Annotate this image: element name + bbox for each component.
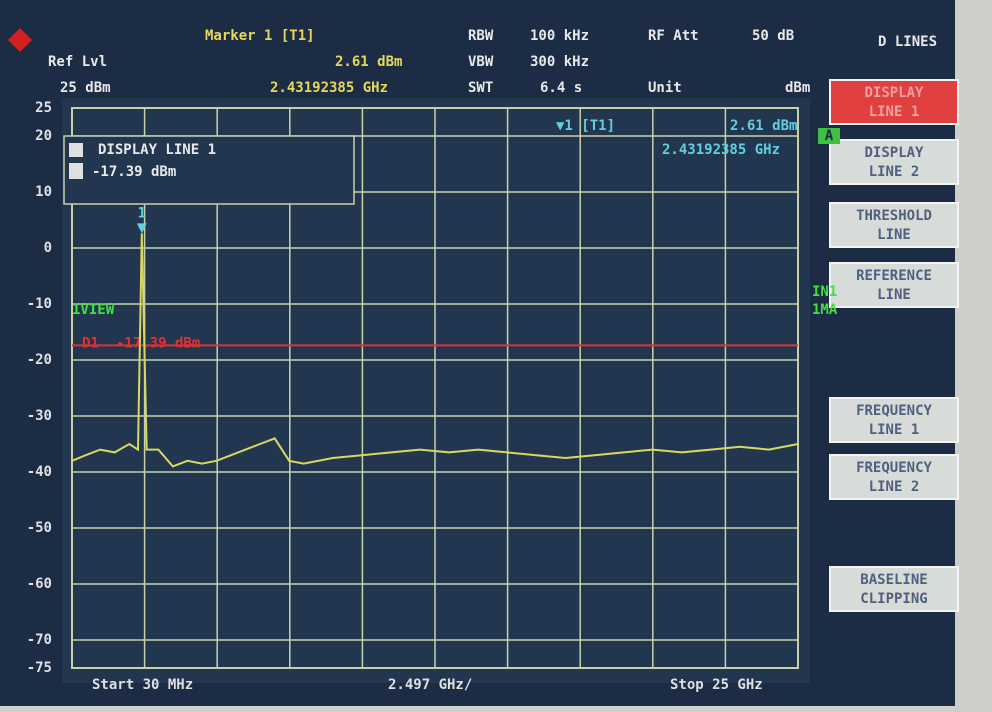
softkey-label[interactable]: LINE 2 (869, 479, 920, 495)
softkey-title: D LINES (878, 34, 937, 50)
vbw: 300 kHz (530, 54, 589, 70)
trace (71, 233, 799, 468)
softkey-face[interactable] (829, 397, 959, 443)
softkey-label[interactable]: BASELINE (860, 572, 927, 588)
marker-label: 1 (138, 205, 146, 221)
marker-readout-freq: 2.43192385 GHz (662, 142, 780, 158)
y-tick-label: 0 (44, 240, 52, 256)
chart: 25 20 10 0 -10 -20 -30 -40 -50 -60 -70 -75 D1 -17.39 … (27, 100, 840, 693)
span-label: 2.497 GHz/ (388, 677, 472, 693)
plot-frame (71, 107, 799, 669)
softkey-label[interactable]: LINE 2 (869, 164, 920, 180)
softkey-label[interactable]: LINE (877, 227, 911, 243)
marker-title: Marker 1 [T1] (205, 28, 315, 44)
y-tick-label: 20 (35, 128, 52, 144)
view-label: 1VIEW (72, 302, 115, 318)
softkey-face[interactable] (829, 454, 959, 500)
softkey-face[interactable] (829, 139, 959, 185)
softkey-face[interactable] (829, 262, 959, 308)
softkey-label[interactable]: LINE 1 (869, 104, 920, 120)
y-tick-label: -30 (27, 408, 52, 424)
softkey-face[interactable] (829, 566, 959, 612)
badge: A (825, 128, 834, 144)
softkey[interactable]: THRESHOLD LINE (829, 202, 959, 248)
y-tick-label: 10 (35, 184, 52, 200)
softkey-label[interactable]: DISPLAY (864, 85, 924, 101)
marker (136, 223, 147, 234)
softkey[interactable]: DISPLAY LINE 1 (829, 79, 959, 125)
softkey[interactable]: FREQUENCY LINE 2 (829, 454, 959, 500)
softkey-label[interactable]: LINE (877, 287, 911, 303)
unit-label: Unit (648, 80, 682, 96)
rbw-label: RBW (468, 28, 494, 44)
badge-bg (818, 128, 840, 144)
softkey-label[interactable]: FREQUENCY (856, 460, 932, 476)
info-box-check (69, 143, 83, 157)
softkey[interactable]: DISPLAY LINE 2 (829, 139, 959, 185)
marker-readout-level: 2.61 dBm (730, 118, 797, 134)
swt-label: SWT (468, 80, 493, 96)
swt: 6.4 s (540, 80, 582, 96)
y-tick-label: -70 (27, 632, 52, 648)
softkey-label[interactable]: THRESHOLD (856, 208, 932, 224)
start-label: Start 30 MHz (92, 677, 193, 693)
y-tick-label: -50 (27, 520, 52, 536)
softkey-face[interactable] (829, 79, 959, 125)
stop-label: Stop 25 GHz (670, 677, 763, 693)
display-line-label: D1 (82, 335, 99, 351)
vbw-label: VBW (468, 54, 494, 70)
marker-freq: 2.43192385 GHz (270, 80, 388, 96)
side-label: IN1 (812, 284, 837, 300)
softkey-label[interactable]: FREQUENCY (856, 403, 932, 419)
y-tick-label: -60 (27, 576, 52, 592)
rf-att-label: RF Att (648, 28, 699, 44)
softkey[interactable]: BASELINE CLIPPING (829, 566, 959, 612)
logo (8, 28, 32, 52)
softkey-label[interactable]: REFERENCE (856, 268, 932, 284)
marker-readout-label: ▼1 [T1] (556, 118, 615, 134)
info-box-title: DISPLAY LINE 1 (98, 142, 216, 158)
softkey[interactable]: FREQUENCY LINE 1 (829, 397, 959, 443)
softkey-label[interactable]: DISPLAY (864, 145, 924, 161)
info-box (63, 135, 355, 205)
softkey-face[interactable] (829, 202, 959, 248)
softkey-label[interactable]: CLIPPING (860, 591, 927, 607)
info-box-spin (69, 163, 83, 179)
side-label: 1MA (812, 302, 838, 318)
y-tick-label: -20 (27, 352, 52, 368)
y-tick-label: -40 (27, 464, 52, 480)
info-box-value: -17.39 dBm (92, 164, 176, 180)
ref-lvl: 25 dBm (60, 80, 111, 96)
softkey[interactable]: REFERENCE LINE (829, 262, 959, 308)
y-tick-label: -75 (27, 660, 52, 676)
rbw: 100 kHz (530, 28, 589, 44)
unit: dBm (785, 80, 810, 96)
display-line-value: -17.39 dBm (116, 335, 200, 351)
marker-level: 2.61 dBm (335, 54, 402, 70)
y-tick-label: -10 (27, 296, 52, 312)
softkey-label[interactable]: LINE 1 (869, 422, 920, 438)
y-tick-label: 25 (35, 100, 52, 116)
rf-att: 50 dB (752, 28, 794, 44)
ref-lvl-label: Ref Lvl (48, 54, 107, 70)
